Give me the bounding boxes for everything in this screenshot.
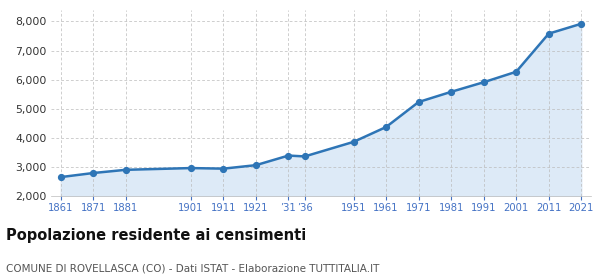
Text: Popolazione residente ai censimenti: Popolazione residente ai censimenti <box>6 228 306 243</box>
Text: COMUNE DI ROVELLASCA (CO) - Dati ISTAT - Elaborazione TUTTITALIA.IT: COMUNE DI ROVELLASCA (CO) - Dati ISTAT -… <box>6 263 379 273</box>
